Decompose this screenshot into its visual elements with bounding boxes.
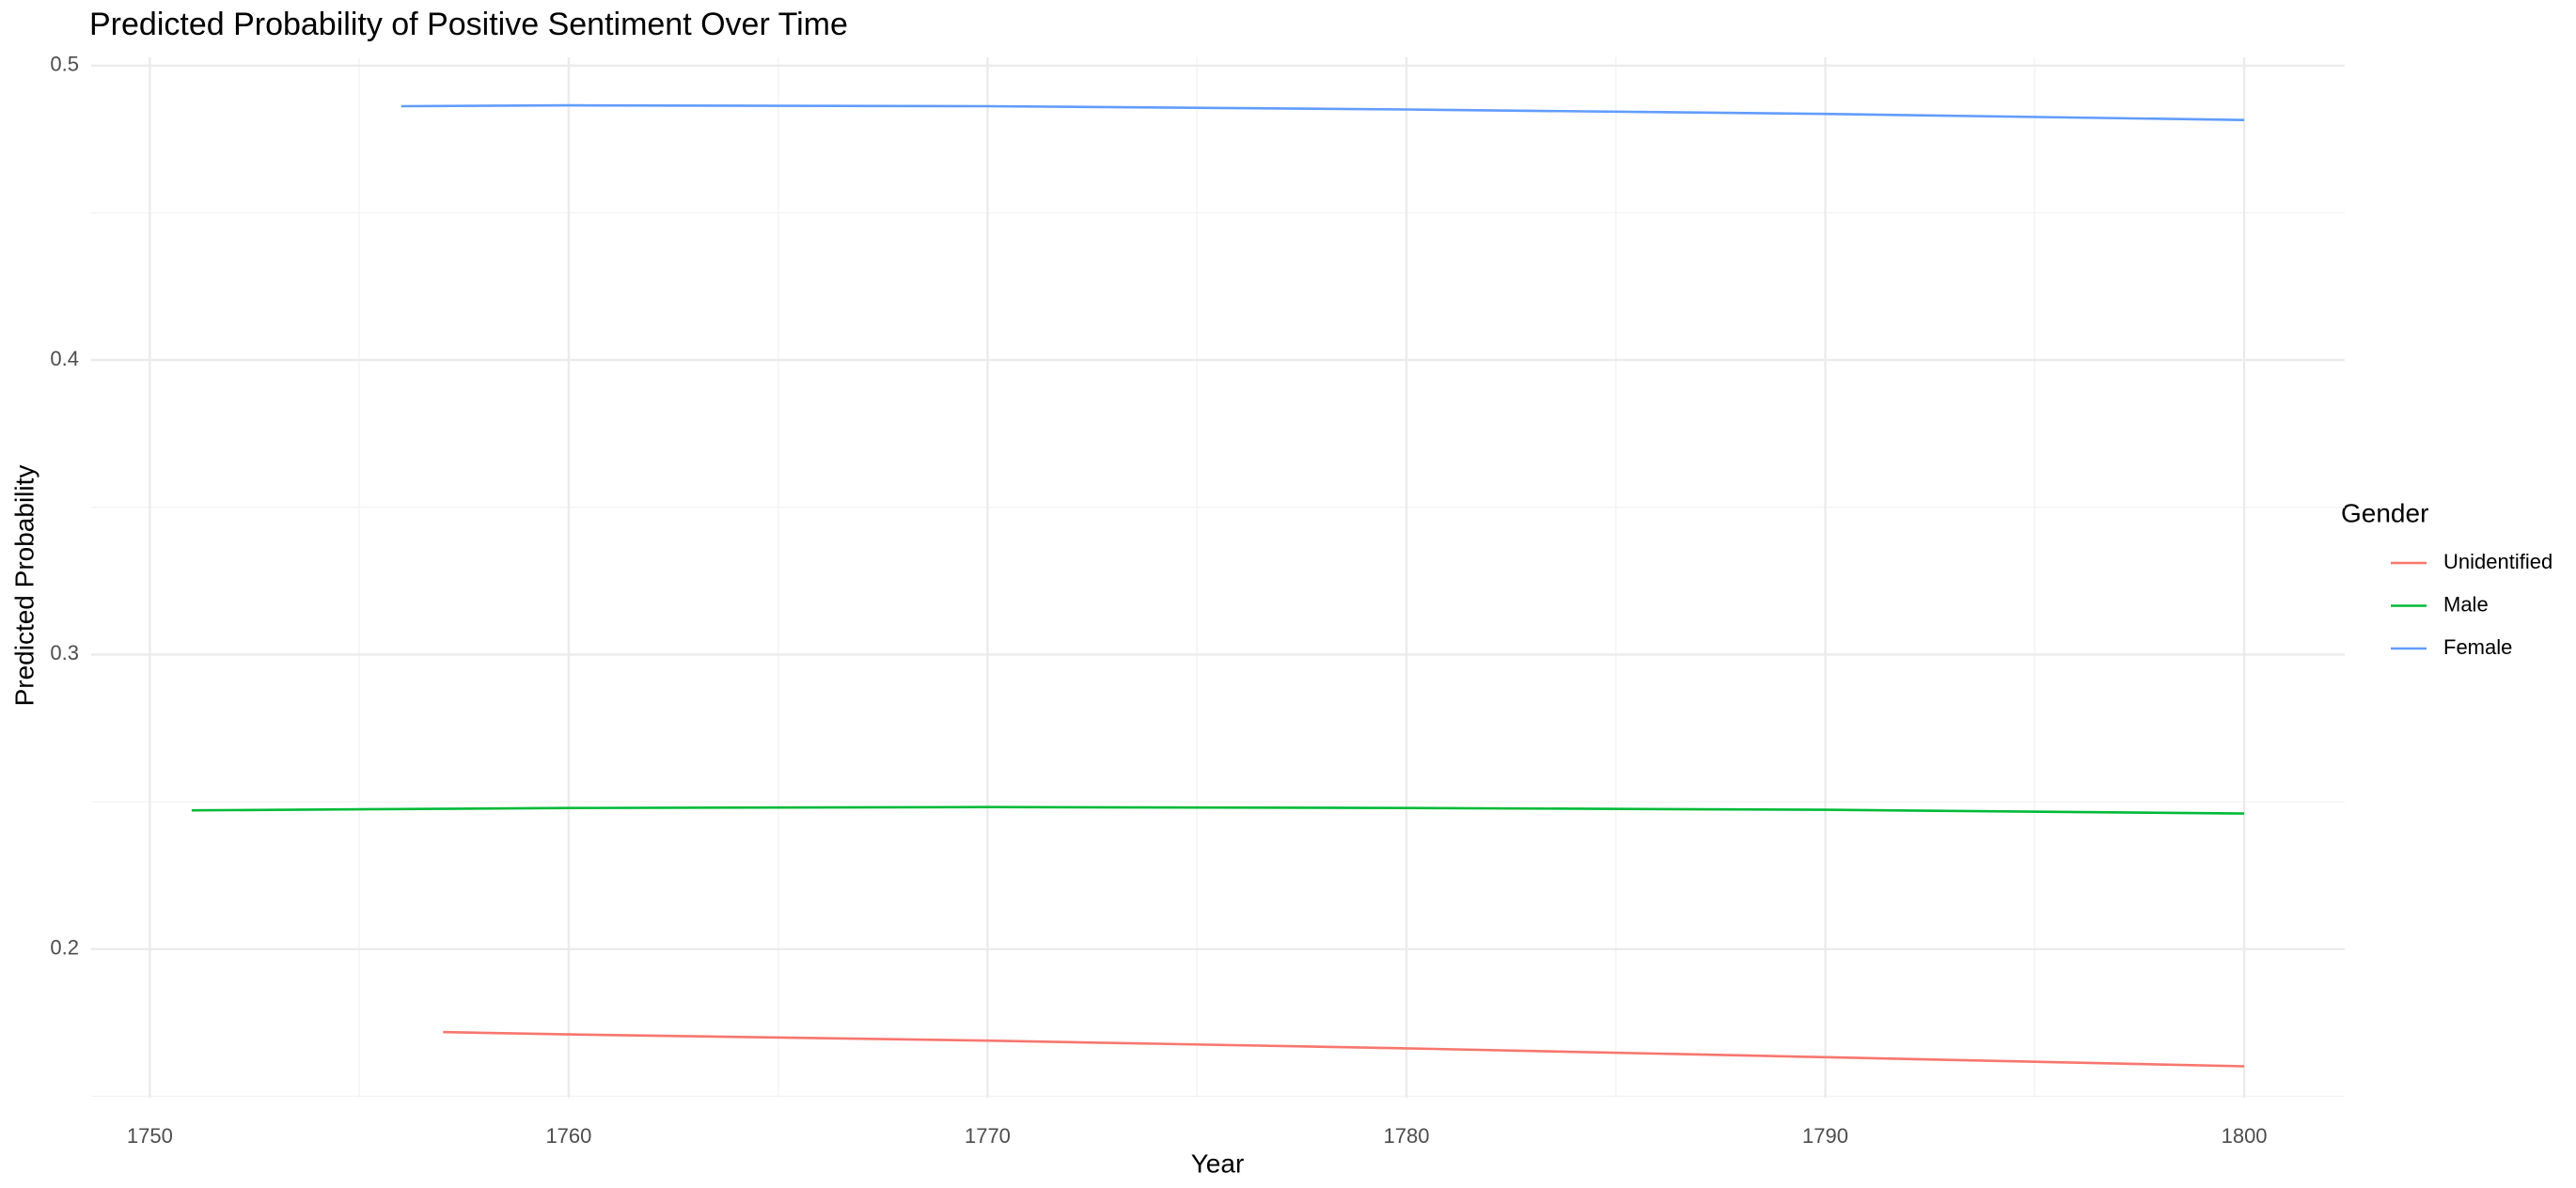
chart-title: Predicted Probability of Positive Sentim…	[89, 7, 848, 42]
series-line	[401, 103, 2245, 121]
x-tick-label: 1800	[2222, 1124, 2268, 1148]
x-tick-label: 1760	[545, 1124, 591, 1148]
x-tick-label: 1770	[965, 1124, 1011, 1148]
y-tick-label: 0.3	[50, 641, 79, 664]
y-tick-label: 0.5	[50, 53, 79, 76]
y-tick-label: 0.4	[50, 347, 79, 370]
x-axis-title: Year	[1191, 1149, 1245, 1178]
legend-label: Unidentified	[2443, 550, 2552, 573]
y-tick-label: 0.2	[50, 936, 79, 960]
y-axis-title: Predicted Probability	[9, 465, 39, 707]
x-tick-label: 1750	[127, 1124, 173, 1148]
legend-title: Gender	[2341, 498, 2428, 527]
legend-label: Female	[2443, 635, 2512, 659]
series-line	[191, 805, 2245, 815]
x-tick-label: 1780	[1384, 1124, 1430, 1148]
series-line	[443, 1030, 2245, 1068]
legend-label: Male	[2443, 592, 2489, 616]
x-tick-label: 1790	[1802, 1124, 1848, 1148]
